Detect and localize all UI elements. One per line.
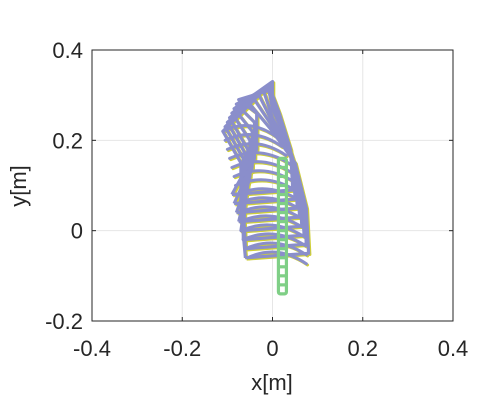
- purple-arc: [221, 124, 279, 139]
- purple-arc: [243, 241, 308, 257]
- purple-arc: [223, 133, 284, 148]
- purple-arc: [237, 205, 304, 221]
- purple-arc: [235, 196, 302, 212]
- y-tick-label: -0.2: [45, 309, 83, 334]
- x-tick-label: 0: [266, 336, 278, 361]
- purple-arc: [234, 187, 302, 203]
- x-tick-label: -0.4: [73, 336, 111, 361]
- purple-contour: [230, 84, 302, 224]
- data-marks: [221, 80, 312, 296]
- purple-contour: [230, 89, 295, 197]
- y-axis-ticks: -0.2 0 0.2 0.4: [45, 38, 453, 334]
- purple-arc: [241, 232, 307, 248]
- purple-contour: [225, 93, 306, 242]
- purple-arc: [239, 223, 306, 239]
- x-tick-label: -0.2: [163, 336, 201, 361]
- y-tick-label: 0.2: [52, 128, 83, 153]
- green-bar-outline: [276, 156, 289, 296]
- y-tick-label: 0: [71, 219, 83, 244]
- x-axis-label: x[m]: [251, 370, 293, 395]
- x-tick-label: 0.4: [438, 336, 469, 361]
- purple-arc: [232, 169, 297, 184]
- purple-arc: [225, 142, 288, 157]
- y-tick-label: 0.4: [52, 38, 83, 63]
- purple-arc: [238, 214, 305, 230]
- x-tick-label: 0.2: [347, 336, 378, 361]
- x-axis-ticks: -0.4 -0.2 0 0.2 0.4: [73, 50, 468, 361]
- purple-arc: [233, 178, 299, 193]
- y-axis-label: y[m]: [6, 165, 31, 207]
